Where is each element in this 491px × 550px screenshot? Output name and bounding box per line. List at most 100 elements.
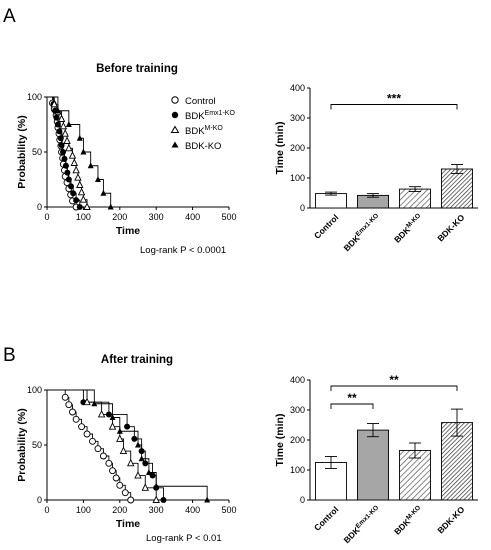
survival-point-emx1 xyxy=(142,460,149,467)
svg-text:Control: Control xyxy=(185,96,216,107)
category-sup: M-KO xyxy=(405,212,422,229)
survival-point-bdk xyxy=(138,455,145,462)
significance-label: *** xyxy=(387,92,401,106)
x-tick-label: 300 xyxy=(149,505,164,515)
x-tick-label: 100 xyxy=(76,212,91,222)
x-tick-label: 200 xyxy=(112,505,127,515)
survival-point-mko xyxy=(97,409,106,418)
survival-point-mko xyxy=(70,158,79,166)
x-tick-label: 100 xyxy=(76,505,91,515)
significance-bracket xyxy=(330,104,458,110)
y-tick-label: 400 xyxy=(290,375,305,385)
svg-text:BDKM-KO: BDKM-KO xyxy=(185,125,223,137)
survival-point-emx1 xyxy=(70,190,77,197)
survival-point-bdk xyxy=(65,121,72,127)
category-sup: M-KO xyxy=(405,504,422,521)
survival-point-mko xyxy=(50,99,59,108)
survival-title-b: After training xyxy=(101,354,173,366)
survival-point-control xyxy=(69,408,76,416)
x-tick-label: 0 xyxy=(44,212,49,222)
survival-point-bdk xyxy=(204,496,211,503)
survival-point-mko xyxy=(61,129,69,137)
survival-point-bdk xyxy=(116,427,123,434)
survival-point-bdk xyxy=(80,148,87,155)
x-tick-label: 500 xyxy=(221,505,236,515)
category-label: BDKM-KO xyxy=(392,212,424,244)
svg-text:BDK-KO: BDK-KO xyxy=(185,141,221,152)
category-label: BDK-KO xyxy=(435,212,466,243)
category-label: BDKEmx1-KO xyxy=(342,504,383,545)
survival-point-mko xyxy=(77,187,86,196)
survival-point-bdk xyxy=(91,400,98,407)
survival-point-mko xyxy=(68,151,77,159)
survival-point-emx1 xyxy=(56,128,63,135)
survival-point-bdk xyxy=(100,189,107,196)
survival-point-control xyxy=(83,430,91,438)
survival-point-control xyxy=(61,393,69,401)
significance-bracket xyxy=(330,385,458,391)
survival-point-control xyxy=(121,489,129,497)
category-label: BDK-KO xyxy=(435,504,466,535)
panel-letter-a: A xyxy=(3,6,16,27)
survival-point-control xyxy=(72,415,80,423)
survival-point-bdk xyxy=(76,134,83,141)
survival-point-mko xyxy=(76,180,84,188)
logrank-text-a: Log-rank P < 0.0001 xyxy=(140,245,226,256)
survival-point-control xyxy=(89,437,96,445)
survival-point-emx1 xyxy=(73,197,80,204)
survival-point-control xyxy=(112,474,120,482)
y-axis-label: Probability (%) xyxy=(16,408,28,482)
survival-point-mko xyxy=(119,446,128,455)
survival-point-control xyxy=(105,459,113,467)
y-tick-label: 100 xyxy=(27,92,42,102)
survival-point-emx1 xyxy=(61,155,68,162)
survival-plot-b: 0 100 200 300 400 500 0 50 100 Time Probability (%… xyxy=(16,385,237,530)
bar-3 xyxy=(441,168,473,209)
survival-point-mko xyxy=(134,471,142,479)
bar-2 xyxy=(399,450,431,501)
survival-point-control xyxy=(94,445,102,453)
significance-label: ** xyxy=(389,373,399,387)
category-label: BDKEmx1-KO xyxy=(342,212,383,253)
legend-sup-mko: M-KO xyxy=(205,125,224,132)
survival-point-mko xyxy=(116,434,124,442)
significance-bracket xyxy=(330,403,374,409)
survival-point-emx1 xyxy=(62,162,69,169)
y-tick-label: 400 xyxy=(290,83,305,93)
legend-marker-filled-circle xyxy=(171,111,179,119)
legend-item-control: Control xyxy=(171,96,216,107)
y-tick-label: 200 xyxy=(290,435,305,445)
survival-point-bdk xyxy=(145,469,152,475)
y-tick-label: 50 xyxy=(32,440,42,450)
survival-title-a: Before training xyxy=(96,63,178,75)
survival-point-emx1 xyxy=(58,142,65,149)
x-axis-label: Time xyxy=(116,225,140,237)
survival-point-emx1 xyxy=(57,135,64,142)
survival-curve-control xyxy=(47,389,132,500)
survival-point-bdk xyxy=(87,162,94,169)
x-tick-label: 300 xyxy=(149,212,164,222)
legend-label-mko: BDK xyxy=(185,126,205,137)
survival-point-control xyxy=(109,467,116,475)
survival-point-emx1 xyxy=(65,176,72,183)
y-tick-label: 0 xyxy=(37,495,42,505)
survival-point-mko xyxy=(126,458,135,467)
y-tick-label: 100 xyxy=(27,385,42,395)
bar-1 xyxy=(357,429,389,501)
significance-label: ** xyxy=(347,391,357,405)
logrank-text-b: Log-rank P < 0.01 xyxy=(146,533,222,544)
survival-plot-a: 0 100 200 300 400 500 0 50 100 Time Probability (%… xyxy=(16,92,237,237)
bar-0 xyxy=(315,193,347,209)
legend-label-control: Control xyxy=(185,96,216,107)
y-tick-label: 200 xyxy=(290,143,305,153)
survival-point-emx1 xyxy=(76,204,83,210)
survival-point-control xyxy=(78,423,86,431)
category-label: Control xyxy=(312,504,340,532)
y-tick-label: 0 xyxy=(300,203,305,213)
x-tick-label: 400 xyxy=(185,505,200,515)
legend-item-emx1: BDKEmx1-KO xyxy=(171,110,235,122)
y-axis-label: Time (min) xyxy=(274,414,286,467)
survival-point-mko xyxy=(72,165,80,174)
survival-point-emx1 xyxy=(160,497,167,503)
